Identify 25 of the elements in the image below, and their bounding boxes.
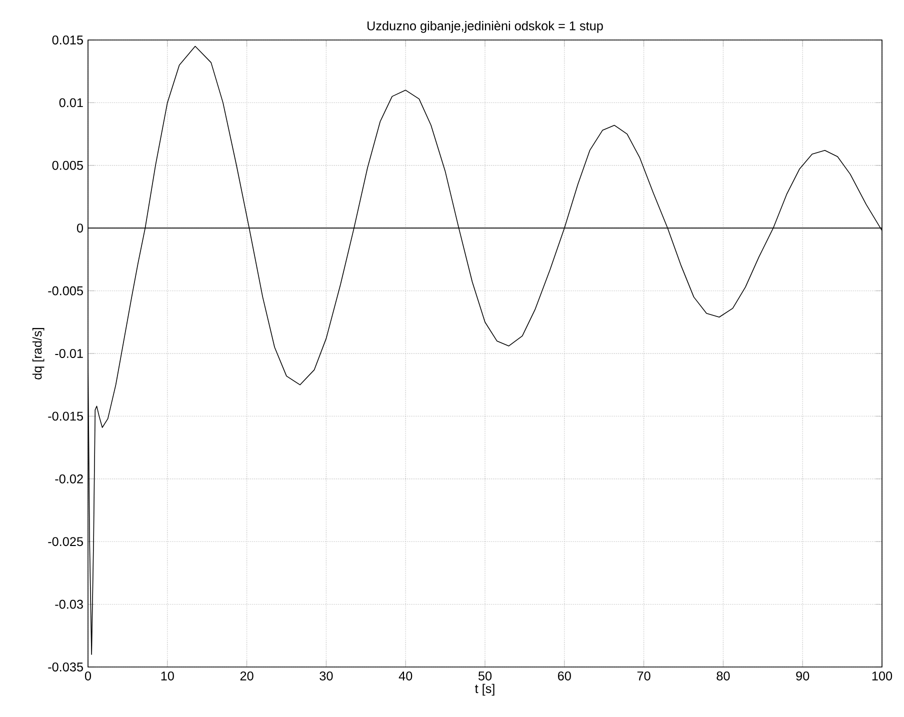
y-tick-label: -0.035	[48, 662, 83, 672]
x-tick-label: 0	[84, 671, 92, 680]
x-tick-label: 100	[872, 671, 892, 680]
y-tick-label: -0.03	[55, 600, 83, 609]
y-tick-label: 0	[76, 224, 84, 233]
y-tick-label: 0.015	[52, 36, 83, 44]
x-tick-label: 60	[558, 671, 571, 680]
chart-title: Uzduzno gibanje,jedinièni odskok = 1 stup	[368, 20, 603, 33]
y-tick-label: -0.02	[55, 474, 83, 484]
x-tick-label: 70	[637, 671, 650, 680]
x-tick-label: 40	[398, 671, 412, 680]
y-tick-label: -0.015	[48, 412, 83, 421]
x-tick-label: 90	[796, 671, 810, 680]
x-tick-label: 10	[161, 671, 174, 680]
y-tick-label: 0.01	[59, 98, 83, 108]
x-tick-label: 80	[716, 671, 730, 680]
x-tick-label: 50	[478, 671, 492, 680]
x-tick-label: 30	[320, 671, 333, 680]
y-axis-title: dq [rad/s]	[32, 328, 44, 380]
y-tick-label: -0.005	[48, 286, 83, 296]
x-tick-label: 20	[240, 671, 254, 680]
y-tick-label: -0.01	[55, 349, 83, 358]
x-axis-title: t [s]	[474, 684, 494, 696]
y-tick-label: 0.005	[52, 160, 83, 170]
y-tick-label: -0.025	[48, 537, 83, 546]
